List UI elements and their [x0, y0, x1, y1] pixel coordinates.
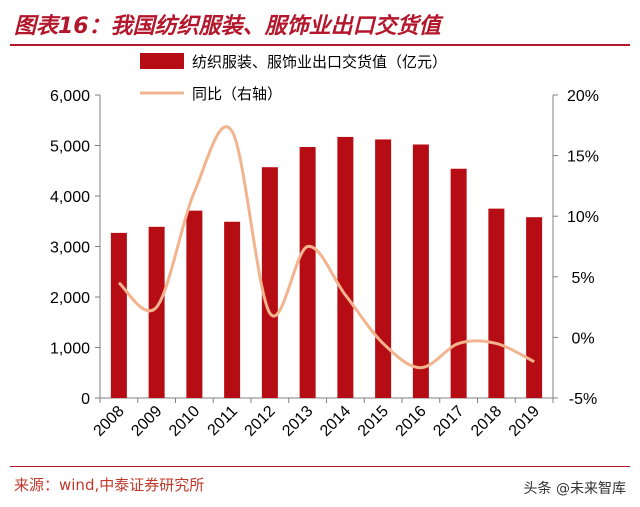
left-tick-label: 3,000 — [50, 240, 90, 257]
bar-2009 — [148, 226, 165, 398]
left-tick-label: 5,000 — [50, 139, 90, 156]
x-tick-label: 2017 — [430, 403, 467, 440]
source-note: 来源：wind,中泰证券研究所 — [14, 476, 205, 494]
bar-2010 — [186, 210, 203, 398]
x-tick-label: 2010 — [166, 403, 203, 440]
bar-2016 — [412, 144, 429, 398]
right-tick-label: -5% — [569, 391, 597, 408]
bar-2017 — [450, 168, 467, 398]
watermark: 头条 @未来智库 — [523, 481, 626, 497]
right-tick-label: 20% — [567, 88, 599, 105]
right-tick-label: 15% — [567, 149, 599, 166]
x-tick-label: 2008 — [91, 403, 128, 440]
bar-2013 — [299, 147, 316, 398]
left-tick-label: 2,000 — [50, 290, 90, 307]
left-tick-label: 0 — [81, 391, 90, 408]
x-tick-label: 2011 — [205, 403, 241, 439]
bar-2015 — [375, 139, 392, 398]
figure-title: 图表16：我国纺织服装、服饰业出口交货值 — [14, 14, 441, 39]
yoy-points — [118, 131, 535, 368]
bar-2019 — [526, 217, 543, 398]
legend-label-bar: 纺织服装、服饰业出口交货值（亿元） — [192, 53, 447, 71]
x-tick-label: 2014 — [317, 403, 354, 440]
legend-label-line: 同比（右轴） — [192, 85, 282, 103]
bar-2018 — [488, 208, 505, 398]
left-tick-label: 4,000 — [50, 189, 90, 206]
x-tick-label: 2018 — [468, 403, 505, 440]
footer-divider — [10, 466, 630, 467]
x-tick-label: 2019 — [506, 403, 543, 440]
right-tick-label: 0% — [571, 330, 594, 347]
left-tick-label: 1,000 — [50, 341, 90, 358]
bar-2008 — [110, 232, 127, 398]
x-tick-label: 2013 — [279, 403, 316, 440]
right-tick-label: 5% — [571, 270, 594, 287]
x-tick-label: 2012 — [242, 403, 279, 440]
bar-2014 — [337, 136, 354, 399]
x-tick-label: 2016 — [393, 403, 430, 440]
bar-2011 — [224, 221, 241, 398]
right-tick-label: 10% — [567, 209, 599, 226]
title-divider — [10, 44, 630, 46]
legend-swatch-bar — [140, 53, 184, 69]
bar-2012 — [261, 167, 278, 398]
left-tick-label: 6,000 — [50, 88, 90, 105]
yoy-line — [117, 125, 535, 370]
x-tick-label: 2009 — [128, 403, 165, 440]
x-tick-label: 2015 — [355, 403, 392, 440]
